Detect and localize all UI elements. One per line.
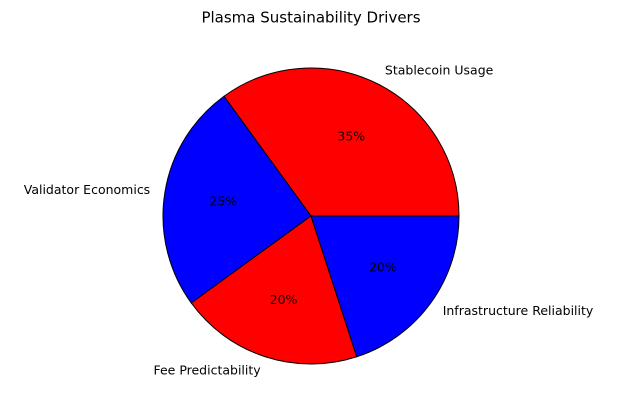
percent-label: 20% — [369, 260, 397, 275]
pie-slice — [223, 67, 460, 217]
pie-slice — [310, 215, 460, 358]
pie-slice — [190, 215, 358, 365]
slice-label: Validator Economics — [24, 182, 150, 197]
percent-label: 20% — [270, 292, 298, 307]
slice-label: Infrastructure Reliability — [443, 303, 594, 318]
slice-label: Stablecoin Usage — [385, 62, 494, 77]
percent-label: 25% — [209, 194, 237, 209]
slice-label: Fee Predictability — [153, 362, 261, 377]
pie-slice — [162, 95, 312, 304]
percent-label: 35% — [337, 128, 365, 143]
chart-title: Plasma Sustainability Drivers — [201, 9, 420, 27]
